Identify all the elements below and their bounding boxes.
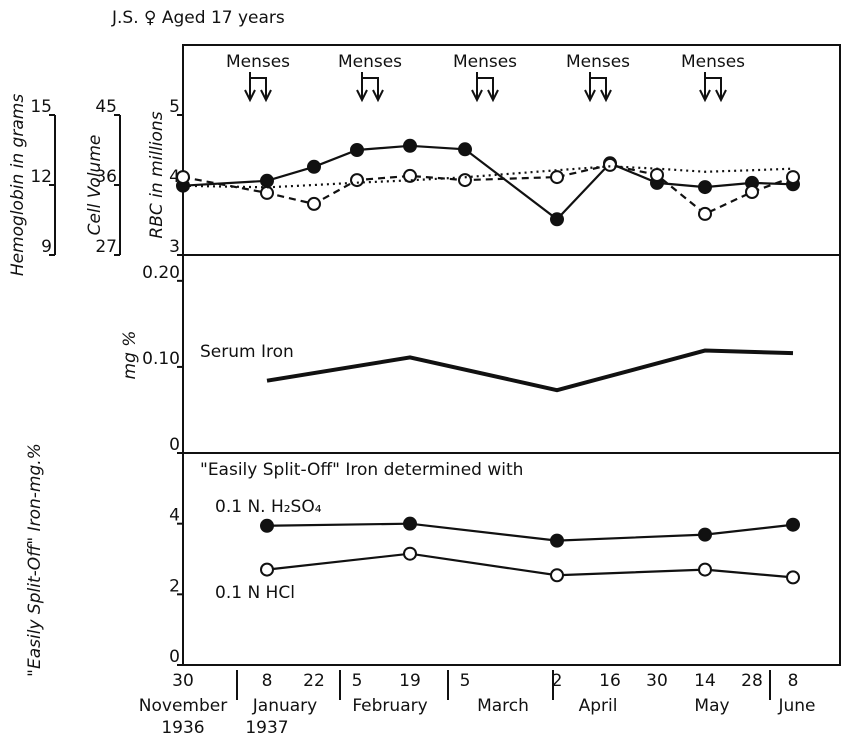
y-tick-label: 0 bbox=[169, 647, 180, 667]
data-point bbox=[458, 173, 472, 188]
data-point bbox=[307, 159, 321, 174]
data-point bbox=[698, 206, 712, 221]
data-point bbox=[550, 212, 564, 227]
y-axis-label: Hemoglobin in grams bbox=[8, 94, 28, 276]
y-axis-label: Cell Volume bbox=[85, 135, 105, 236]
data-point bbox=[698, 527, 712, 542]
month-dividers bbox=[236, 670, 771, 700]
series-label: 0.1 N HCl bbox=[215, 583, 295, 603]
series-label: Serum Iron bbox=[200, 342, 294, 362]
y-tick-label: 12 bbox=[30, 167, 52, 187]
y-axis-label: RBC in millions bbox=[147, 111, 167, 238]
year-label: 1936 bbox=[161, 718, 204, 738]
data-point bbox=[550, 568, 564, 583]
y-tick-label: 2 bbox=[169, 576, 180, 596]
month-label: November bbox=[139, 696, 227, 716]
data-point bbox=[403, 546, 417, 561]
menses-arrow bbox=[471, 72, 499, 103]
data-point bbox=[350, 143, 364, 157]
y-tick-label: 0.10 bbox=[142, 349, 180, 369]
x-tick-label: 16 bbox=[599, 671, 621, 691]
data-point bbox=[550, 170, 564, 185]
annotation: Menses bbox=[681, 52, 745, 72]
y-axis-label: "Easily Split-Off" Iron-mg.% bbox=[25, 443, 45, 677]
data-point bbox=[350, 173, 364, 188]
data-point bbox=[403, 168, 417, 183]
data-point bbox=[550, 533, 564, 548]
series-line bbox=[182, 163, 794, 216]
series-line bbox=[266, 552, 794, 579]
series-line bbox=[266, 522, 794, 542]
annotation: Menses bbox=[338, 52, 402, 72]
data-point bbox=[458, 142, 472, 157]
y-tick-label: 3 bbox=[169, 237, 180, 257]
data-point bbox=[603, 157, 617, 172]
data-point bbox=[403, 138, 417, 153]
month-label: January bbox=[252, 696, 317, 716]
x-tick-label: 19 bbox=[399, 671, 421, 691]
y-tick-label: 36 bbox=[95, 167, 117, 187]
data-point bbox=[260, 562, 274, 577]
y-axis-label: mg % bbox=[120, 331, 140, 380]
data-point bbox=[698, 180, 712, 195]
year-label: 1937 bbox=[245, 718, 288, 738]
y-tick-label: 4 bbox=[169, 167, 180, 187]
annotation: Menses bbox=[226, 52, 290, 72]
y-tick-label: 0 bbox=[169, 435, 180, 455]
series-label: 0.1 N. H₂SO₄ bbox=[215, 497, 322, 517]
y-tick-label: 45 bbox=[95, 97, 117, 117]
month-label: March bbox=[477, 696, 529, 716]
data-point bbox=[260, 518, 274, 533]
series-line bbox=[266, 348, 794, 393]
y-tick-label: 9 bbox=[41, 237, 52, 257]
data-point bbox=[786, 517, 800, 532]
data-point bbox=[745, 185, 759, 199]
x-tick-label: 30 bbox=[172, 671, 194, 691]
data-point bbox=[786, 570, 800, 585]
month-label: February bbox=[352, 696, 427, 716]
y-tick-label: 4 bbox=[169, 506, 180, 526]
x-tick-label: 8 bbox=[788, 671, 799, 691]
x-tick-label: 5 bbox=[460, 671, 471, 691]
x-tick-label: 22 bbox=[303, 671, 325, 691]
x-tick-label: 30 bbox=[646, 671, 668, 691]
menses-arrow bbox=[356, 72, 384, 103]
month-label: May bbox=[694, 696, 729, 716]
data-point bbox=[403, 516, 417, 531]
annotation: "Easily Split-Off" Iron determined with bbox=[200, 460, 523, 480]
y-tick-label: 0.20 bbox=[142, 263, 180, 283]
chart-title: J.S. ♀ Aged 17 years bbox=[111, 8, 285, 28]
data-point bbox=[176, 170, 190, 185]
y-tick-label: 5 bbox=[169, 97, 180, 117]
menses-arrow bbox=[244, 72, 272, 103]
data-point bbox=[260, 173, 274, 188]
data-point bbox=[650, 167, 664, 182]
month-label: April bbox=[579, 696, 618, 716]
plot-frame bbox=[182, 44, 841, 666]
data-point bbox=[786, 170, 800, 185]
annotation: Menses bbox=[566, 52, 630, 72]
x-tick-label: 28 bbox=[741, 671, 763, 691]
annotation: Menses bbox=[453, 52, 517, 72]
data-point bbox=[307, 196, 321, 211]
menses-arrow bbox=[699, 72, 727, 103]
data-point bbox=[260, 185, 274, 200]
menses-arrow bbox=[584, 72, 612, 103]
y-tick-label: 15 bbox=[30, 97, 52, 117]
month-label: June bbox=[777, 696, 815, 716]
series-line bbox=[182, 144, 794, 221]
y-tick-label: 27 bbox=[95, 237, 117, 257]
x-tick-label: 8 bbox=[262, 671, 273, 691]
x-tick-label: 5 bbox=[352, 671, 363, 691]
data-point bbox=[698, 562, 712, 577]
x-tick-label: 2 bbox=[552, 671, 563, 691]
x-tick-label: 14 bbox=[694, 671, 716, 691]
